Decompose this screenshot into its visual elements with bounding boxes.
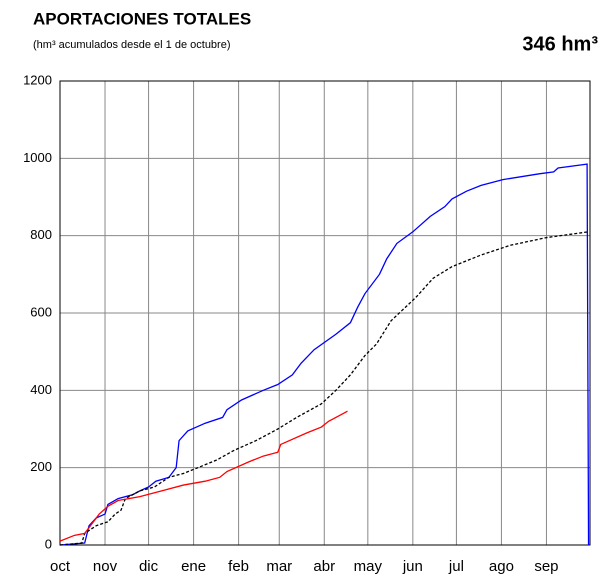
x-tick-label: feb xyxy=(228,558,249,575)
x-tick-label: nov xyxy=(93,558,118,575)
total-annotation: 346 hm³ xyxy=(522,33,598,55)
plot-border xyxy=(59,80,591,546)
x-tick-label: ene xyxy=(181,558,206,575)
x-tick-label: may xyxy=(354,558,383,575)
x-tick-label: mar xyxy=(266,558,292,575)
x-tick-label: jul xyxy=(448,558,464,575)
x-tick-label: abr xyxy=(313,558,335,575)
y-tick-label: 600 xyxy=(30,304,52,319)
x-tick-label: dic xyxy=(139,558,159,575)
y-tick-label: 400 xyxy=(30,382,52,397)
y-tick-label: 1000 xyxy=(23,150,52,165)
series-line xyxy=(59,231,589,546)
x-tick-label: oct xyxy=(50,558,71,575)
y-tick-label: 0 xyxy=(45,536,52,551)
chart-title: APORTACIONES TOTALES xyxy=(33,9,251,28)
x-tick-label: sep xyxy=(534,558,558,575)
x-tick-label: jun xyxy=(402,558,423,575)
x-tick-label: ago xyxy=(489,558,514,575)
series-line xyxy=(59,410,348,542)
y-tick-label: 1200 xyxy=(23,72,52,87)
y-tick-label: 200 xyxy=(30,459,52,474)
y-tick-label: 800 xyxy=(30,227,52,242)
chart-subtitle: (hm³ acumulados desde el 1 de octubre) xyxy=(33,39,231,51)
